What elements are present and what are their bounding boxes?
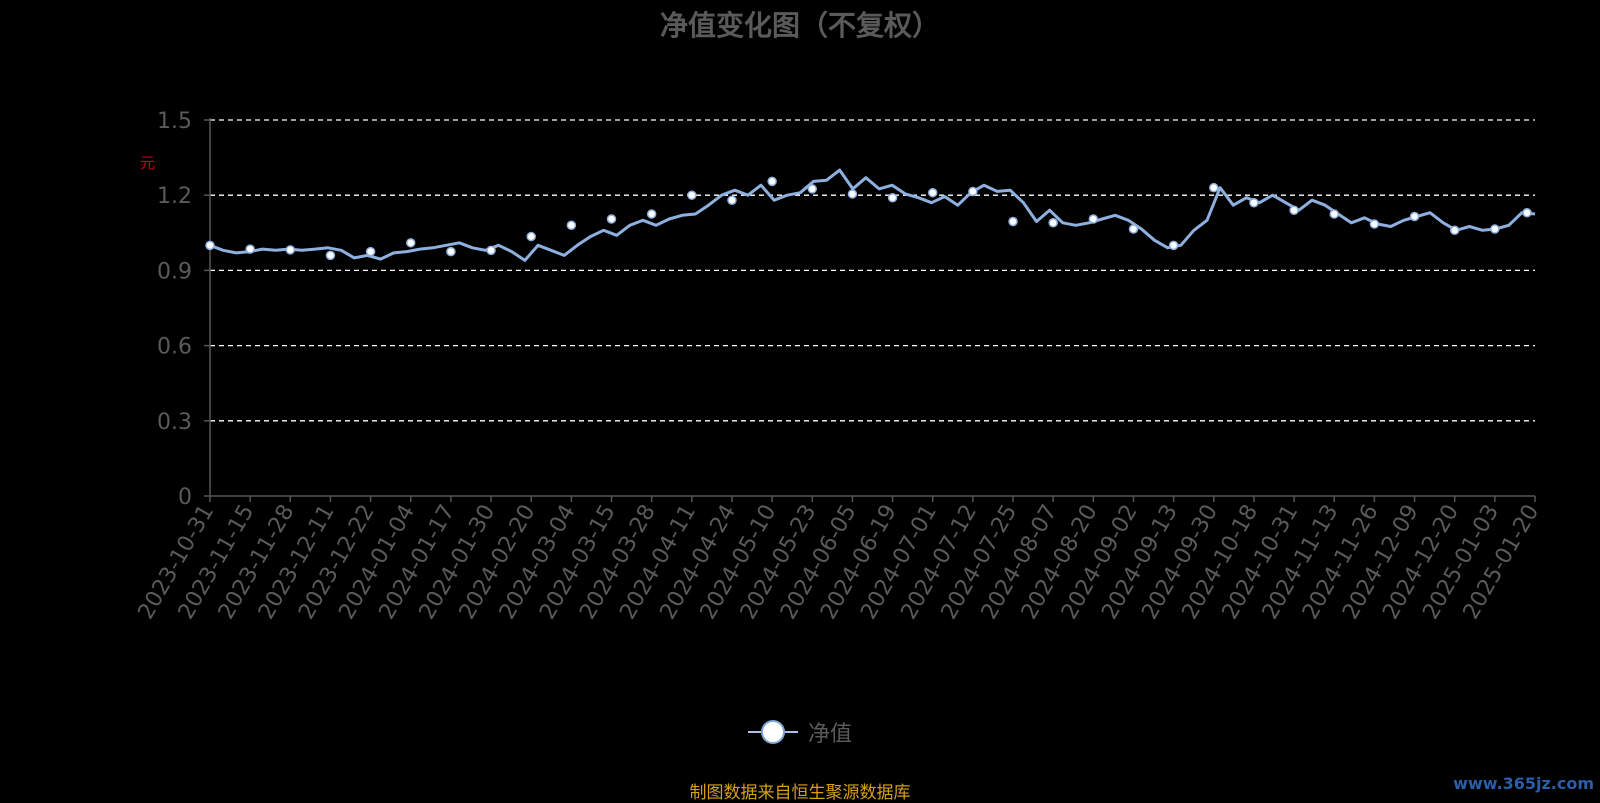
- data-point: [1088, 214, 1099, 224]
- data-point: [687, 190, 697, 200]
- legend[interactable]: 净值: [0, 716, 1600, 748]
- data-point: [1329, 209, 1339, 219]
- data-point: [365, 246, 376, 257]
- y-tick-label: 0.6: [157, 335, 192, 360]
- data-point: [446, 246, 456, 257]
- chart-title: 净值变化图（不复权）: [659, 9, 940, 42]
- data-point: [767, 176, 777, 187]
- data-point: [526, 231, 536, 242]
- data-point: [486, 245, 496, 256]
- data-point: [245, 244, 255, 254]
- data-point: [1369, 219, 1380, 229]
- data-point: [205, 240, 215, 251]
- data-point: [968, 186, 978, 197]
- data-point: [1168, 240, 1179, 251]
- data-point: [1128, 224, 1139, 234]
- data-point: [406, 238, 416, 248]
- data-point: [1008, 216, 1018, 227]
- y-tick-label: 0.9: [157, 259, 192, 284]
- data-point: [1449, 225, 1460, 236]
- data-point: [1490, 224, 1500, 234]
- data-point: [807, 184, 818, 194]
- data-point: [285, 245, 296, 255]
- y-axis-unit-label: 元: [140, 154, 156, 172]
- data-point: [927, 187, 938, 198]
- series-line-净值: [209, 168, 1536, 262]
- data-point: [1289, 205, 1299, 215]
- data-point: [887, 192, 898, 203]
- data-point: [606, 214, 617, 224]
- data-source-note: 制图数据来自恒生聚源数据库: [689, 783, 911, 803]
- data-point: [325, 250, 336, 261]
- data-point: [847, 189, 858, 199]
- legend-marker-icon: [747, 720, 798, 744]
- legend-label: 净值: [807, 722, 852, 747]
- data-point: [1249, 197, 1259, 208]
- data-point: [566, 220, 577, 231]
- data-point: [646, 209, 657, 219]
- y-tick-label: 1.5: [157, 109, 192, 134]
- data-point: [1409, 211, 1420, 222]
- y-tick-label: 1.2: [157, 184, 192, 209]
- data-point: [1209, 182, 1219, 193]
- watermark-logo: www.365jz.com: [1453, 774, 1594, 793]
- data-point: [1522, 207, 1532, 218]
- data-point: [727, 195, 737, 205]
- y-tick-label: 0.3: [157, 410, 192, 435]
- y-tick-label: 0: [178, 485, 192, 510]
- data-point: [1048, 218, 1058, 228]
